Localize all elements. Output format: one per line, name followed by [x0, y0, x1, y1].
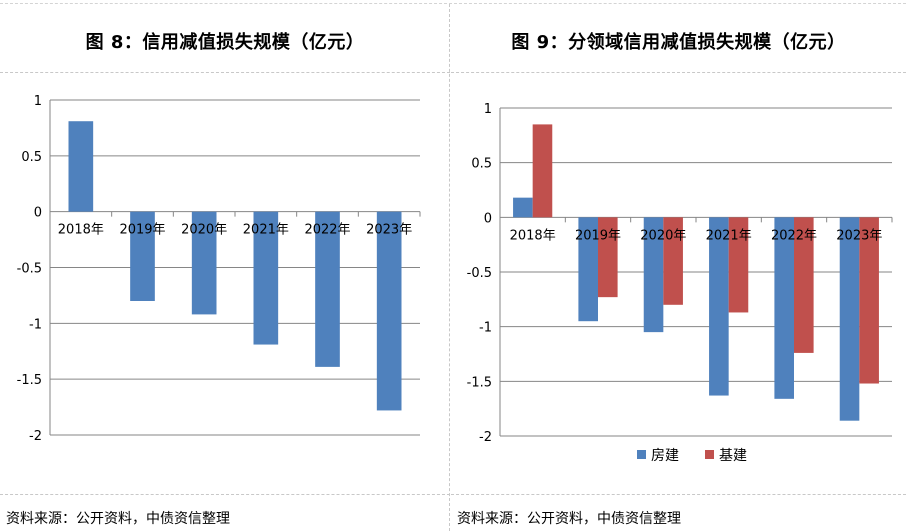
x-tick-label: 2019年: [575, 228, 621, 243]
bar-信用减值损失-2020年: [191, 211, 217, 315]
bar-房建-2023年: [839, 217, 860, 421]
top-divider: [0, 3, 906, 4]
bar-信用减值损失-2022年: [315, 211, 340, 367]
bar-信用减值损失-2019年: [130, 211, 155, 301]
source-divider: [451, 494, 906, 495]
y-tick-label: -2: [479, 430, 492, 445]
y-tick-label: -2: [29, 429, 42, 444]
title-divider: [451, 72, 906, 73]
bar-房建-2020年: [643, 217, 664, 333]
chart-title-fig9: 图 9：分领域信用减值损失规模（亿元）: [511, 32, 846, 53]
bar-基建-2023年: [859, 217, 879, 384]
y-tick-label: -1.5: [17, 373, 42, 388]
bar-信用减值损失-2023年: [376, 211, 402, 411]
panel-divider: [449, 4, 450, 531]
y-tick-label: 0.5: [471, 157, 492, 172]
chart-title-fig8: 图 8：信用减值损失规模（亿元）: [85, 32, 365, 53]
bar-基建-2020年: [663, 217, 683, 305]
y-tick-label: -0.5: [467, 266, 492, 281]
title-divider: [0, 72, 450, 73]
x-tick-label: 2020年: [640, 228, 686, 243]
bar-基建-2019年: [598, 217, 618, 298]
x-tick-label: 2018年: [510, 228, 556, 243]
bar-基建-2022年: [794, 217, 814, 353]
bar-chart-fig8: 1 0.5 0 -0.5 -1 -1.5 -2 2018年 2019年 2020年 2021年 202…: [17, 94, 421, 444]
right-panel: 图 9：分领域信用减值损失规模（亿元） 1 0.5 0 -0.5 -1 -1.5 -2 201…: [451, 0, 906, 531]
bar-基建-2021年: [728, 217, 749, 313]
x-tick-label: 2023年: [836, 228, 882, 243]
bar-房建-2022年: [774, 217, 794, 399]
x-tick-label: 2022年: [771, 228, 817, 243]
x-tick-label: 2018年: [58, 223, 104, 238]
source-note: 资料来源：公开资料，中债资信整理: [6, 511, 230, 527]
bar-房建-2021年: [709, 217, 729, 396]
y-tick-label: 0.5: [21, 150, 42, 165]
legend-label: 房建: [651, 448, 679, 464]
y-tick-label: 1: [34, 94, 42, 109]
bar-chart-fig9: 1 0.5 0 -0.5 -1 -1.5 -2 2018年 2019年 2020年 2021年 202…: [467, 102, 893, 464]
x-tick-label: 2021年: [706, 228, 752, 243]
bar-信用减值损失-2018年: [68, 121, 94, 212]
legend-label: 基建: [719, 447, 747, 464]
legend-swatch-基建: [705, 450, 714, 459]
legend-swatch-房建: [637, 450, 646, 459]
x-tick-label: 2021年: [243, 223, 289, 238]
x-tick-label: 2023年: [366, 223, 412, 238]
bar-基建-2018年: [532, 124, 553, 218]
left-panel: 图 8：信用减值损失规模（亿元） 1 0.5 0 -0.5 -1 -1.5 -2 2018年 2…: [0, 0, 450, 531]
source-divider: [0, 494, 450, 495]
y-tick-label: 0: [34, 206, 42, 221]
x-tick-label: 2022年: [304, 223, 350, 238]
x-tick-label: 2019年: [119, 223, 165, 238]
bar-房建-2018年: [513, 197, 533, 218]
y-tick-label: -0.5: [17, 262, 42, 277]
y-tick-label: -1: [29, 317, 42, 332]
bar-房建-2019年: [578, 217, 598, 322]
bar-信用减值损失-2021年: [253, 211, 279, 345]
y-tick-label: 0: [484, 211, 492, 226]
y-tick-label: -1.5: [467, 375, 492, 390]
y-tick-label: 1: [484, 102, 492, 117]
x-tick-label: 2020年: [181, 223, 227, 238]
source-note: 资料来源：公开资料，中债资信整理: [457, 511, 681, 527]
y-tick-label: -1: [479, 321, 492, 336]
